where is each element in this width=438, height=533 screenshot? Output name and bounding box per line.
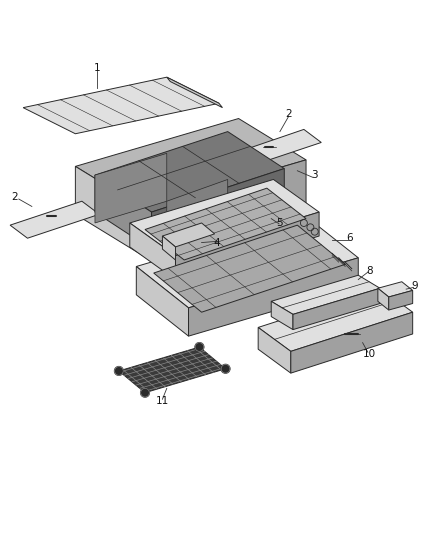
Polygon shape — [145, 188, 306, 260]
Polygon shape — [152, 168, 284, 249]
Text: 4: 4 — [213, 238, 220, 247]
Polygon shape — [136, 266, 188, 336]
Text: 1: 1 — [94, 63, 100, 74]
Polygon shape — [378, 282, 413, 297]
Circle shape — [115, 367, 123, 375]
Text: 9: 9 — [412, 281, 418, 291]
Text: 6: 6 — [346, 233, 353, 243]
Circle shape — [221, 365, 230, 373]
Text: 5: 5 — [277, 218, 283, 228]
Polygon shape — [162, 223, 215, 247]
Polygon shape — [389, 290, 413, 310]
Circle shape — [195, 343, 204, 351]
Polygon shape — [154, 225, 345, 312]
Polygon shape — [378, 288, 389, 310]
Polygon shape — [188, 258, 358, 336]
Polygon shape — [176, 212, 319, 279]
Polygon shape — [228, 130, 321, 168]
Polygon shape — [95, 175, 152, 249]
Polygon shape — [291, 312, 413, 373]
Polygon shape — [258, 288, 413, 351]
Text: 10: 10 — [363, 349, 376, 359]
Polygon shape — [293, 288, 380, 329]
Polygon shape — [95, 132, 284, 212]
Text: 11: 11 — [156, 397, 169, 407]
Circle shape — [141, 389, 149, 397]
Polygon shape — [271, 301, 293, 329]
Polygon shape — [167, 180, 228, 245]
Text: 2: 2 — [11, 192, 18, 202]
Polygon shape — [258, 327, 291, 373]
Polygon shape — [136, 216, 358, 308]
Polygon shape — [75, 166, 143, 256]
Polygon shape — [271, 275, 380, 314]
Text: 3: 3 — [311, 170, 318, 180]
Polygon shape — [119, 347, 226, 393]
Polygon shape — [167, 77, 223, 108]
Polygon shape — [10, 201, 99, 238]
Polygon shape — [95, 154, 167, 223]
Polygon shape — [162, 236, 176, 260]
Polygon shape — [75, 118, 306, 208]
Text: 8: 8 — [366, 266, 372, 276]
Polygon shape — [143, 160, 306, 256]
Polygon shape — [23, 77, 219, 134]
Text: 2: 2 — [285, 109, 292, 119]
Polygon shape — [130, 180, 319, 256]
Polygon shape — [130, 223, 176, 279]
